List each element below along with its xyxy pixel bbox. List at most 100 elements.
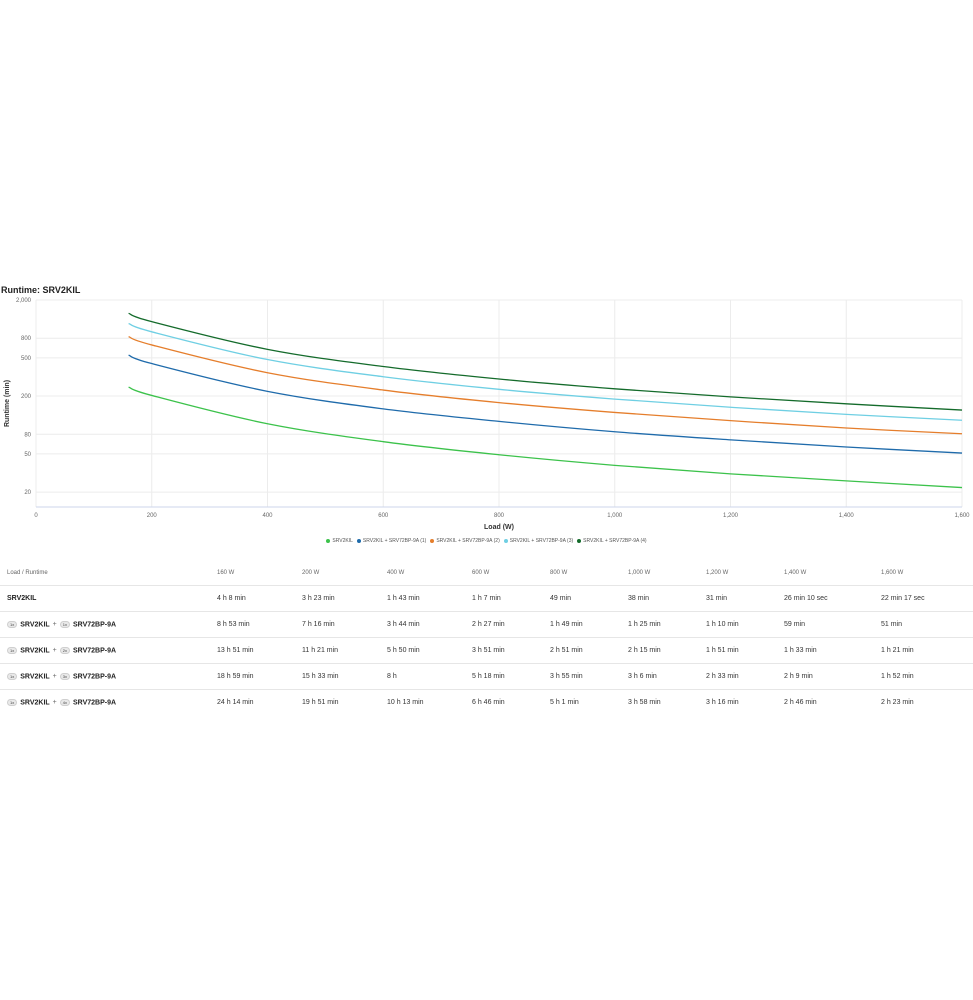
legend-swatch [503, 538, 508, 543]
runtime-cell: 15 h 33 min [295, 663, 380, 690]
y-tick-label: 2,000 [16, 298, 32, 304]
legend-label: SRV2KIL + SRV72BP-9A (4) [583, 538, 647, 544]
x-axis-label: Load (W) [484, 524, 514, 531]
runtime-cell: 3 h 16 min [699, 689, 777, 715]
battery-model: SRV72BP-9A [73, 699, 117, 707]
runtime-cell: 1 h 43 min [380, 585, 465, 612]
battery-qty-badge: 2x [59, 646, 70, 654]
column-header: 1,200 W [706, 569, 729, 576]
runtime-cell: 3 h 58 min [621, 689, 699, 715]
table-row: 1x SRV2KIL +2x SRV72BP-9A 13 h 51 min 11 h 21… [0, 637, 973, 664]
row-label: 1x SRV2KIL +4x SRV72BP-9A [0, 689, 210, 715]
x-tick-label: 1,200 [723, 513, 739, 519]
runtime-cell: 3 h 51 min [465, 637, 543, 664]
runtime-cell: 5 h 18 min [465, 663, 543, 690]
runtime-cell: 1 h 51 min [699, 637, 777, 664]
runtime-cell: 59 min [777, 611, 874, 638]
runtime-cell: 1 h 10 min [699, 611, 777, 638]
y-tick-label: 200 [21, 394, 32, 400]
runtime-cell: 2 h 23 min [874, 689, 973, 715]
runtime-cell: 22 min 17 sec [874, 585, 973, 612]
runtime-cell: 1 h 25 min [621, 611, 699, 638]
runtime-cell: 5 h 50 min [380, 637, 465, 664]
series-line-4 [128, 322, 963, 421]
y-tick-label: 800 [21, 336, 32, 342]
legend-label: SRV2KIL + SRV72BP-9A (1) [362, 538, 427, 544]
column-header: 800 W [550, 569, 568, 576]
legend-swatch [326, 538, 331, 543]
plus-sign: + [52, 647, 57, 655]
runtime-cell: 5 h 1 min [543, 689, 621, 715]
runtime-cell: 8 h [380, 663, 465, 690]
row-label: 1x SRV2KIL +1x SRV72BP-9A [0, 611, 210, 638]
runtime-cell: 31 min [699, 585, 777, 612]
legend-item-4[interactable]: SRV2KIL + SRV72BP-9A (3) [503, 538, 573, 544]
runtime-cell: 2 h 51 min [543, 637, 621, 664]
x-tick-label: 200 [147, 513, 158, 519]
series-line-3 [128, 336, 963, 435]
series-line-5 [128, 312, 963, 411]
table-header-label: Load / Runtime [7, 569, 48, 576]
runtime-cell: 11 h 21 min [295, 637, 380, 664]
runtime-cell: 1 h 52 min [874, 663, 973, 690]
column-header: 400 W [387, 569, 405, 576]
plus-sign: + [52, 673, 57, 681]
runtime-cell: 3 h 6 min [621, 663, 699, 690]
runtime-cell: 2 h 15 min [621, 637, 699, 664]
y-axis-label: Runtime (min) [4, 380, 11, 427]
ups-qty-badge: 1x [7, 620, 18, 628]
row-label: 1x SRV2KIL +3x SRV72BP-9A [0, 663, 210, 690]
legend-item-3[interactable]: SRV2KIL + SRV72BP-9A (2) [430, 538, 500, 544]
legend-item-2[interactable]: SRV2KIL + SRV72BP-9A (1) [356, 538, 427, 544]
runtime-cell: 2 h 33 min [699, 663, 777, 690]
column-header: 1,400 W [784, 569, 807, 576]
legend-item-5[interactable]: SRV2KIL + SRV72BP-9A (4) [577, 538, 647, 544]
ups-model: SRV2KIL [20, 673, 50, 681]
y-tick-label: 50 [24, 452, 31, 458]
table-row: 1x SRV2KIL +3x SRV72BP-9A 18 h 59 min 15 h 33… [0, 663, 973, 690]
column-header: 1,000 W [628, 569, 651, 576]
legend-label: SRV2KIL [332, 538, 353, 544]
runtime-cell: 6 h 46 min [465, 689, 543, 715]
table-row: 1x SRV2KIL +1x SRV72BP-9A 8 h 53 min 7 h 16 m… [0, 611, 973, 638]
y-tick-label: 20 [24, 490, 31, 496]
runtime-cell: 2 h 27 min [465, 611, 543, 638]
battery-model: SRV72BP-9A [73, 647, 117, 655]
battery-model: SRV72BP-9A [73, 621, 117, 629]
runtime-cell: 1 h 21 min [874, 637, 973, 664]
runtime-cell: 3 h 44 min [380, 611, 465, 638]
battery-model: SRV72BP-9A [73, 673, 117, 681]
runtime-cell: 1 h 49 min [543, 611, 621, 638]
chart-grid [35, 299, 963, 508]
ups-qty-badge: 1x [7, 698, 18, 706]
runtime-cell: 26 min 10 sec [777, 585, 874, 612]
y-tick-label: 500 [21, 356, 32, 362]
runtime-cell: 19 h 51 min [295, 689, 380, 715]
column-header: 600 W [472, 569, 490, 576]
runtime-cell: 13 h 51 min [210, 637, 295, 664]
series-line-2 [128, 354, 963, 454]
legend-item-1[interactable]: SRV2KIL [326, 538, 353, 544]
legend-swatch [356, 538, 361, 543]
ups-model: SRV2KIL [20, 621, 50, 629]
legend-swatch [577, 538, 582, 543]
column-header: 1,600 W [881, 569, 904, 576]
ups-qty-badge: 1x [7, 672, 18, 680]
axis-ticks: 0 200 400 600 800 1,000 1,200 1,400 1,600 20 50 80 2… [16, 298, 970, 519]
runtime-cell: 51 min [874, 611, 973, 638]
x-tick-label: 1,400 [839, 513, 855, 519]
runtime-cell: 4 h 8 min [210, 585, 295, 612]
x-tick-label: 600 [378, 513, 389, 519]
chart-title: Runtime: SRV2KIL [1, 285, 81, 295]
runtime-cell: 1 h 33 min [777, 637, 874, 664]
y-tick-label: 80 [24, 432, 31, 438]
battery-qty-badge: 4x [59, 698, 70, 706]
runtime-cell: 49 min [543, 585, 621, 612]
runtime-cell: 38 min [621, 585, 699, 612]
runtime-cell: 3 h 55 min [543, 663, 621, 690]
ups-qty-badge: 1x [7, 646, 18, 654]
x-tick-label: 800 [494, 513, 505, 519]
chart-legend: SRV2KIL SRV2KIL + SRV72BP-9A (1) SRV2KIL +… [0, 538, 973, 544]
table-header-row: Load / Runtime 160 W 200 W 400 W 600 W 800 W… [0, 560, 973, 586]
chart-series [128, 312, 963, 489]
